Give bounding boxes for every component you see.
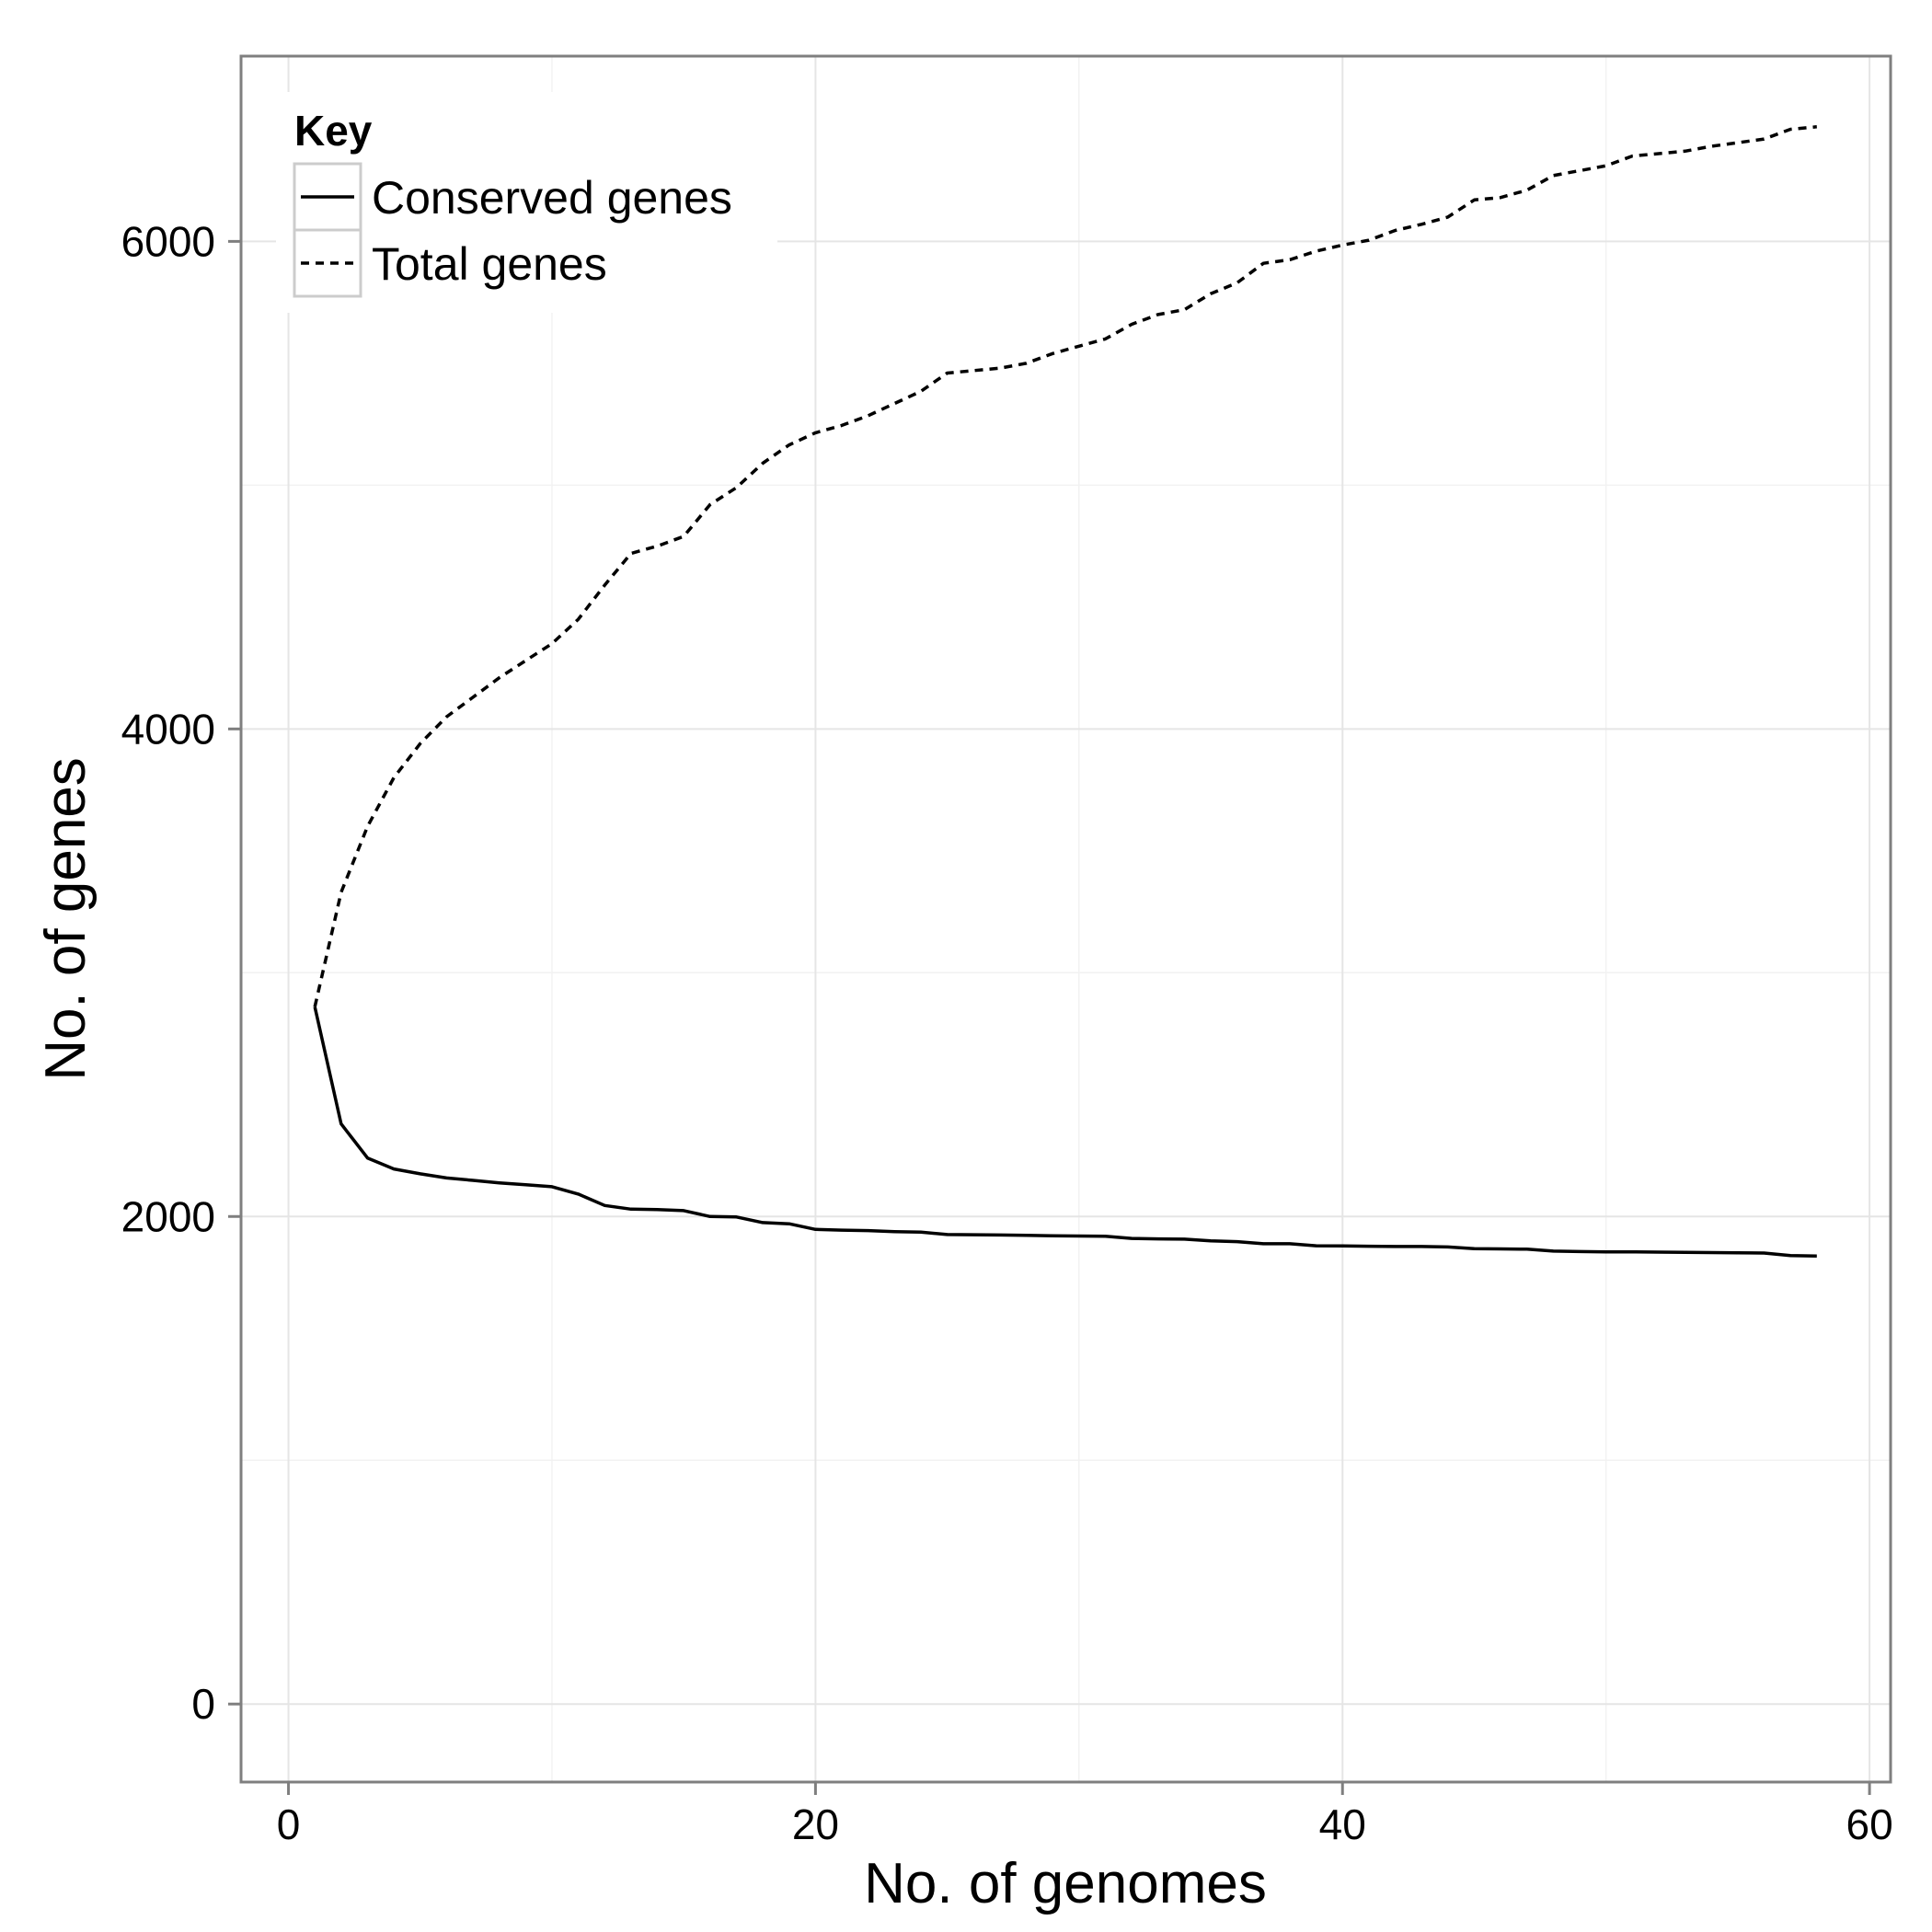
series-line-conserved-genes	[313, 1006, 1817, 1258]
legend-entry-total-genes: Total genes	[372, 238, 607, 290]
series-line-total-genes	[313, 125, 1817, 1007]
x-tick-label: 0	[277, 1800, 301, 1848]
x-tick-label: 20	[792, 1800, 839, 1848]
y-tick-label: 0	[191, 1680, 215, 1728]
x-tick-label: 60	[1846, 1800, 1893, 1848]
legend: Key Conserved genes Total genes	[276, 92, 777, 313]
x-axis-title: No. of genomes	[864, 1852, 1267, 1915]
y-tick-label: 2000	[121, 1192, 215, 1240]
axis-ticks	[228, 239, 1871, 1795]
legend-title: Key	[294, 107, 373, 155]
plot-panel	[241, 56, 1891, 1782]
grid	[241, 56, 1891, 1782]
y-tick-label: 6000	[121, 217, 215, 265]
y-axis-title: No. of genes	[34, 757, 98, 1081]
legend-entry-conserved-genes: Conserved genes	[372, 172, 732, 224]
tick-labels: 0 20 40 60 0 2000 4000 6000	[121, 217, 1893, 1848]
x-tick-label: 40	[1319, 1800, 1366, 1848]
y-tick-label: 4000	[121, 705, 215, 753]
series-lines	[313, 125, 1817, 1258]
plot-border	[239, 54, 1892, 1784]
